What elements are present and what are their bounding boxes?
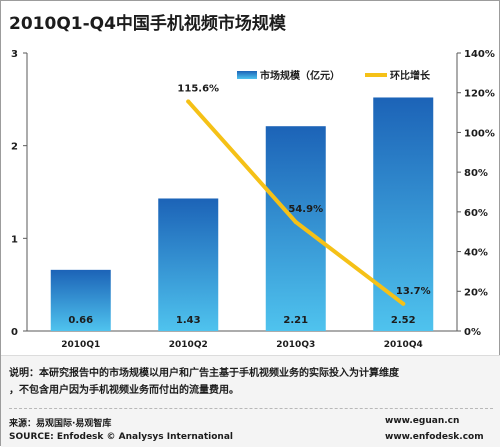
growth-value-label: 115.6%: [177, 83, 219, 94]
growth-point: [401, 301, 406, 306]
legend-label-bar: 市场规模（亿元）: [260, 69, 340, 82]
y-right-tick-label: 100%: [464, 128, 495, 139]
growth-point: [186, 99, 191, 104]
bar-2010Q1: [50, 269, 111, 331]
legend-label-line: 环比增长: [390, 69, 431, 82]
growth-point: [293, 219, 298, 224]
chart-title: 2010Q1-Q4中国手机视频市场规模: [9, 14, 286, 34]
source-cn: 来源：易观国际·易观智库: [9, 419, 112, 429]
y-left-tick-label: 2: [11, 142, 18, 153]
y-right-tick-label: 60%: [464, 208, 488, 219]
source-en: SOURCE: Enfodesk © Analysys Internationa…: [9, 432, 233, 442]
bar-value-label: 2.21: [283, 315, 308, 326]
notes-divider: [9, 408, 493, 409]
notes-panel: 说明：本研究报告中的市场规模以用户和广告主基于手机视频业务的实际投入为计算维度 …: [1, 355, 500, 447]
growth-value-label: 13.7%: [396, 286, 431, 297]
x-tick-label: 2010Q3: [276, 340, 315, 350]
x-tick-label: 2010Q2: [169, 340, 208, 350]
bar-value-label: 0.66: [68, 315, 93, 326]
y-right-tick-label: 80%: [464, 168, 488, 179]
legend-swatch-bar: [237, 71, 257, 79]
growth-value-label: 54.9%: [288, 204, 323, 215]
source-url-enfodesk[interactable]: www.enfodesk.com: [385, 432, 484, 442]
chart-canvas: 0 1 2 3 0% 20% 40% 60% 80% 100% 120% 140% 0.66 2010Q…: [11, 49, 495, 350]
bar-value-label: 2.52: [391, 315, 416, 326]
legend: 市场规模（亿元） 环比增长: [237, 69, 431, 82]
y-left-tick-label: 0: [11, 327, 18, 338]
bar-2010Q2: [158, 198, 219, 331]
x-tick-label: 2010Q1: [61, 340, 100, 350]
y-right-tick-label: 140%: [464, 49, 495, 60]
bar-2010Q3: [265, 126, 326, 331]
y-left-tick-label: 3: [11, 49, 18, 60]
y-left-tick-label: 1: [11, 234, 18, 245]
note-line-2: ，不包含用户因为手机视频业务而付出的流量费用。: [9, 385, 239, 396]
bar-2010Q4: [373, 97, 434, 331]
bar-value-label: 1.43: [176, 315, 201, 326]
y-right-tick-label: 40%: [464, 248, 488, 259]
x-tick-label: 2010Q4: [384, 340, 423, 350]
y-right-tick-label: 120%: [464, 89, 495, 100]
y-right-tick-label: 0%: [464, 327, 481, 338]
note-line-1: 说明：本研究报告中的市场规模以用户和广告主基于手机视频业务的实际投入为计算维度: [9, 368, 399, 379]
source-url-eguan[interactable]: www.eguan.cn: [385, 416, 460, 426]
y-right-tick-label: 20%: [464, 287, 488, 298]
